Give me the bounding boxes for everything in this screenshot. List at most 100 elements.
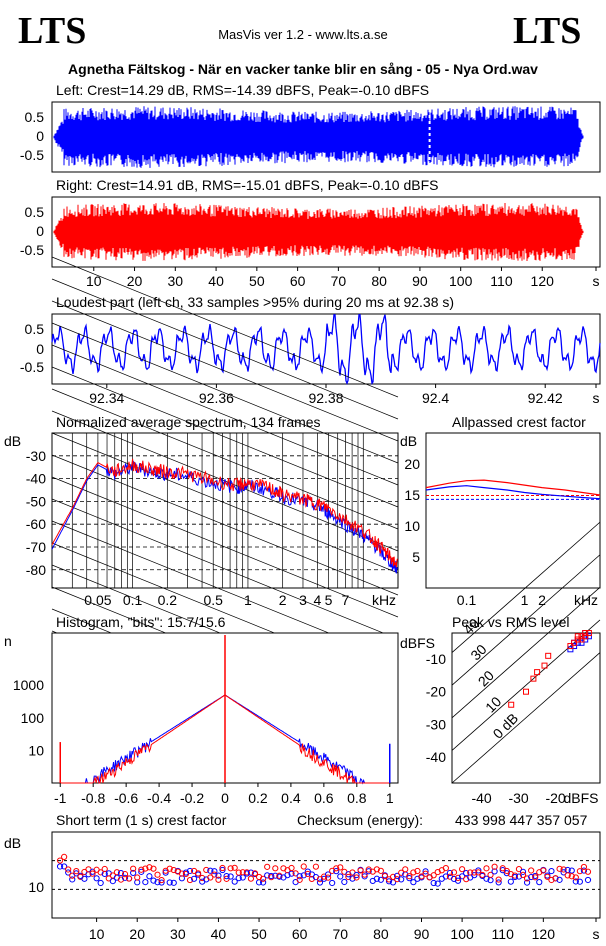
short-term-point bbox=[519, 868, 527, 875]
ytick-label: -70 bbox=[26, 539, 46, 555]
short-term-point bbox=[381, 873, 389, 880]
short-term-point bbox=[507, 871, 514, 878]
app-version: MasVis ver 1.2 - www.lts.a.se bbox=[218, 27, 388, 42]
right-waveform-signal bbox=[53, 203, 584, 261]
xtick-label: -30 bbox=[508, 790, 528, 806]
short-term-point bbox=[442, 865, 449, 872]
short-term-point bbox=[146, 873, 153, 880]
xtick-label: 80 bbox=[371, 273, 387, 289]
short-term-point bbox=[142, 879, 149, 886]
xtick-label: 7 bbox=[342, 592, 350, 608]
short-term-point bbox=[584, 876, 592, 884]
short-term-point bbox=[459, 873, 466, 880]
xtick-label: 40 bbox=[211, 926, 227, 942]
xtick-label: 92.38 bbox=[308, 390, 343, 406]
checksum-label: Checksum (energy): bbox=[297, 812, 424, 828]
xtick-label: 70 bbox=[331, 273, 347, 289]
ytick-label: -0.5 bbox=[20, 147, 44, 163]
track-title: Agnetha Fältskog - När en vacker tanke b… bbox=[68, 61, 538, 77]
short-term-point bbox=[304, 870, 311, 878]
ytick-label: -50 bbox=[26, 493, 46, 509]
left-waveform-panel: 0.5 0 -0.5 bbox=[20, 101, 601, 173]
xtick-label: 5 bbox=[325, 592, 333, 608]
xtick-label: 92.42 bbox=[528, 390, 563, 406]
ytick-label: -0.5 bbox=[20, 242, 44, 258]
short-term-point bbox=[523, 879, 531, 886]
short-term-point bbox=[361, 871, 368, 878]
short-term-point bbox=[564, 872, 571, 879]
short-term-point bbox=[479, 871, 486, 879]
spectrum-slope-line bbox=[51, 476, 399, 618]
left-waveform-title: Left: Crest=14.29 dB, RMS=-14.39 dBFS, P… bbox=[56, 82, 430, 98]
xtick-label: 0.4 bbox=[281, 790, 301, 806]
peak-rms-point bbox=[545, 652, 552, 659]
ytick-label: 0.5 bbox=[25, 204, 45, 220]
peak-rms-point bbox=[578, 639, 585, 646]
peak-rms-point bbox=[574, 633, 581, 640]
short-term-point bbox=[357, 867, 364, 874]
short-term-point bbox=[434, 880, 441, 887]
xtick-label: 0.1 bbox=[123, 592, 143, 608]
short-term-point bbox=[158, 876, 165, 884]
xtick-label: 0.2 bbox=[248, 790, 268, 806]
short-term-point bbox=[414, 867, 421, 875]
xtick-label: 0.5 bbox=[203, 592, 223, 608]
xtick-label: 120 bbox=[532, 926, 556, 942]
xtick-label: 110 bbox=[490, 273, 513, 289]
short-term-point bbox=[158, 879, 165, 886]
ytick-label: 10 bbox=[28, 742, 44, 758]
ytick-label: -40 bbox=[26, 471, 46, 487]
short-term-point bbox=[548, 867, 555, 875]
short-term-point bbox=[138, 868, 145, 875]
short-term-point bbox=[406, 875, 413, 882]
peak-rms-point bbox=[571, 639, 578, 646]
xtick-label: 92.34 bbox=[89, 390, 124, 406]
short-term-point bbox=[166, 879, 173, 886]
spectrum-slope-line bbox=[51, 454, 399, 596]
short-term-point bbox=[324, 874, 332, 881]
short-term-point bbox=[93, 875, 100, 882]
short-term-point bbox=[536, 879, 543, 886]
short-term-point bbox=[81, 875, 88, 882]
spectrum-slope-line bbox=[51, 300, 399, 442]
xtick-label: s bbox=[593, 926, 600, 942]
short-term-point bbox=[540, 867, 547, 874]
xtick-label: s bbox=[593, 273, 600, 289]
short-term-point bbox=[300, 863, 307, 870]
ytick-label: 0 bbox=[36, 223, 44, 239]
short-term-point bbox=[215, 876, 222, 883]
allpassed-ylabel: dB bbox=[400, 433, 417, 449]
xtick-label: 70 bbox=[332, 926, 348, 942]
short-term-point bbox=[243, 869, 250, 876]
short-term-point bbox=[207, 867, 214, 874]
short-term-point bbox=[288, 864, 295, 872]
short-term-point bbox=[195, 870, 202, 877]
xtick-label: 100 bbox=[450, 926, 474, 942]
allpassed-title: Allpassed crest factor bbox=[452, 414, 586, 430]
peak-rms-frame bbox=[451, 632, 601, 784]
short-term-point bbox=[292, 870, 299, 877]
short-term-point bbox=[499, 867, 506, 874]
short-term-point bbox=[398, 876, 405, 883]
short-term-point bbox=[219, 866, 226, 874]
short-term-point bbox=[475, 867, 482, 874]
short-term-point bbox=[296, 873, 303, 880]
xtick-label: 40 bbox=[208, 273, 224, 289]
short-term-point bbox=[316, 879, 324, 886]
short-term-point bbox=[576, 868, 583, 875]
xtick-label: 30 bbox=[168, 273, 184, 289]
xtick-label: -1 bbox=[54, 790, 67, 806]
short-term-point bbox=[365, 868, 372, 875]
xtick-label: 0.1 bbox=[457, 592, 477, 608]
short-term-point bbox=[377, 876, 384, 883]
short-term-point bbox=[211, 868, 218, 875]
short-term-point bbox=[61, 863, 68, 870]
xtick-label: 100 bbox=[449, 273, 473, 289]
short-term-point bbox=[572, 874, 579, 881]
peak-rms-point bbox=[534, 669, 541, 676]
short-term-point bbox=[268, 874, 275, 881]
short-term-point bbox=[373, 866, 380, 873]
short-term-point bbox=[170, 879, 177, 886]
